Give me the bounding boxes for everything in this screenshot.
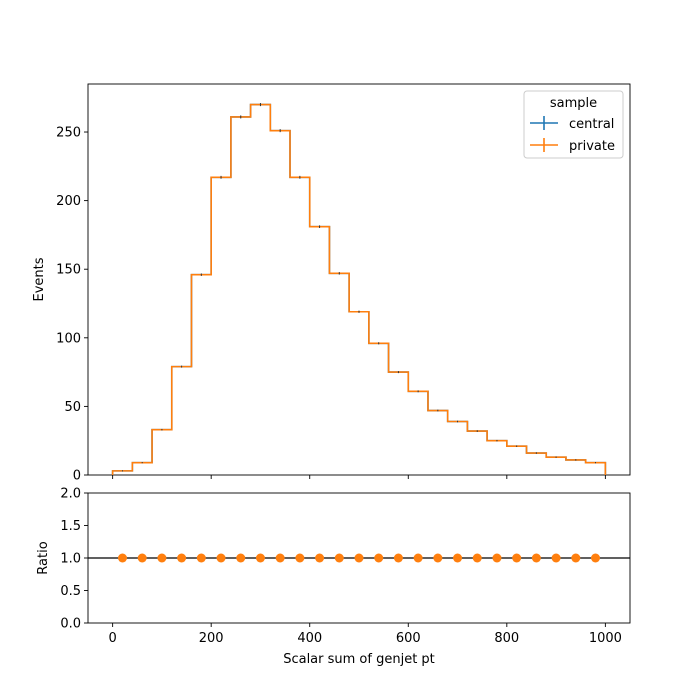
ratio-x-tick-label: 0 bbox=[108, 631, 116, 646]
histogram-private bbox=[111, 103, 607, 475]
ratio-point bbox=[472, 553, 482, 563]
ratio-point bbox=[275, 553, 285, 563]
ratio-axis-label: Ratio bbox=[36, 541, 51, 574]
ratio-panel: 0.0 0.5 1.0 1.5 2.0 0 200 400 600 800 1000 Ratio S… bbox=[36, 487, 631, 667]
ratio-x-tick-label: 1000 bbox=[589, 631, 622, 646]
legend-box bbox=[523, 90, 624, 159]
events-y-tick-label: 150 bbox=[56, 263, 81, 278]
ratio-x-tick-label: 600 bbox=[396, 631, 421, 646]
ratio-x-tick-label: 400 bbox=[297, 631, 322, 646]
ratio-point bbox=[453, 553, 463, 563]
ratio-x-tick-label: 200 bbox=[199, 631, 224, 646]
ratio-point bbox=[196, 553, 206, 563]
ratio-y-tick-label: 0.5 bbox=[60, 584, 81, 599]
ratio-point bbox=[551, 553, 561, 563]
events-y-tick-label: 200 bbox=[56, 194, 81, 209]
ratio-point bbox=[295, 553, 305, 563]
legend-label-private: private bbox=[569, 139, 615, 154]
events-y-tick-label: 0 bbox=[73, 469, 81, 484]
ratio-y-tick-label: 1.5 bbox=[60, 519, 81, 534]
ratio-point bbox=[571, 553, 581, 563]
ratio-point bbox=[334, 553, 344, 563]
ratio-point bbox=[354, 553, 364, 563]
events-axis-label: Events bbox=[32, 257, 47, 301]
ratio-point bbox=[374, 553, 384, 563]
ratio-point bbox=[531, 553, 541, 563]
histogram-central bbox=[111, 103, 607, 475]
ratio-y-tick-label: 2.0 bbox=[60, 487, 81, 502]
events-y-tick-label: 250 bbox=[56, 126, 81, 141]
events-y-tick-label: 50 bbox=[64, 400, 81, 415]
ratio-point bbox=[315, 553, 325, 563]
ratio-point bbox=[117, 553, 127, 563]
ratio-y-tick-label: 0.0 bbox=[60, 617, 81, 632]
legend-title: sample bbox=[550, 96, 597, 111]
ratio-point bbox=[433, 553, 443, 563]
ratio-point bbox=[492, 553, 502, 563]
legend: sample central private bbox=[523, 90, 624, 159]
ratio-point bbox=[255, 553, 265, 563]
legend-entry-central: central bbox=[530, 116, 614, 132]
ratio-x-tick-label: 800 bbox=[494, 631, 519, 646]
legend-entry-private: private bbox=[530, 138, 615, 154]
events-y-tick-label: 100 bbox=[56, 331, 81, 346]
x-axis-label: Scalar sum of genjet pt bbox=[283, 652, 435, 667]
ratio-point bbox=[591, 553, 601, 563]
legend-label-central: central bbox=[569, 117, 614, 132]
ratio-point bbox=[413, 553, 423, 563]
ratio-point bbox=[512, 553, 522, 563]
ratio-point bbox=[177, 553, 187, 563]
ratio-point bbox=[157, 553, 167, 563]
ratio-point bbox=[393, 553, 403, 563]
events-panel: 0 50 100 150 200 250 Events sample central pri… bbox=[32, 83, 631, 484]
ratio-point bbox=[137, 553, 147, 563]
events-plot-area bbox=[87, 83, 631, 476]
ratio-y-tick-label: 1.0 bbox=[60, 552, 81, 567]
ratio-point bbox=[236, 553, 246, 563]
ratio-point bbox=[216, 553, 226, 563]
